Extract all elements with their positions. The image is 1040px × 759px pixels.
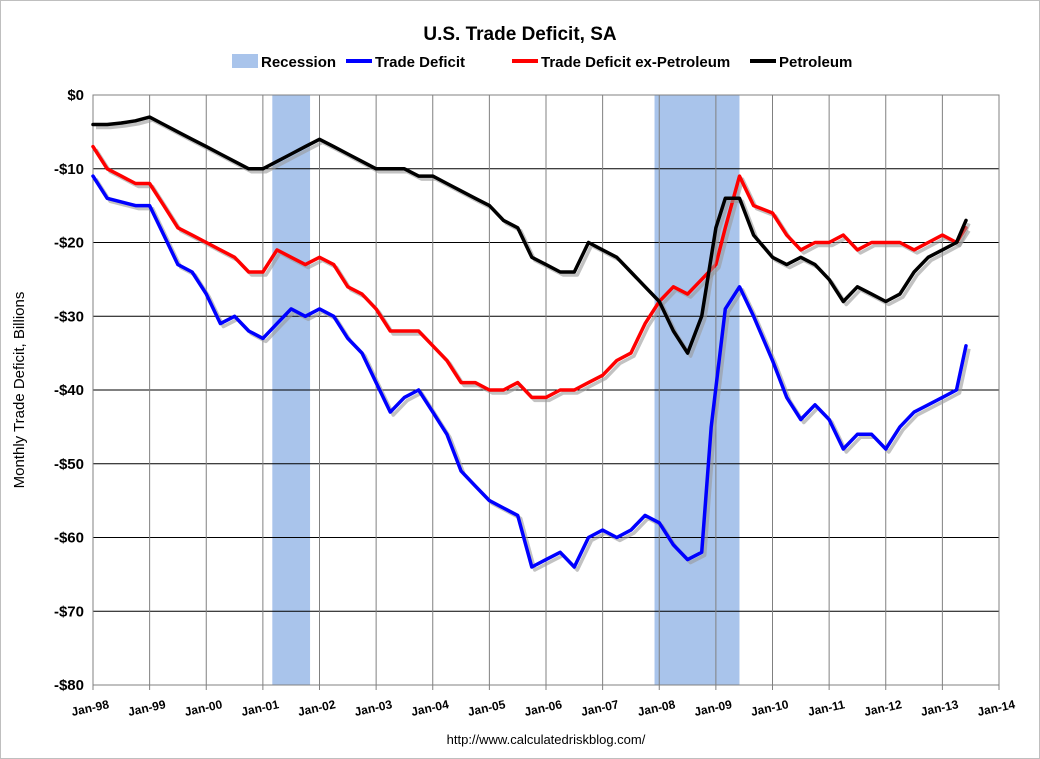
x-tick-label: Jan-04 (410, 697, 450, 719)
legend-label-recession: Recession (261, 54, 336, 71)
plot-area-border (92, 94, 1000, 686)
x-tick-label: Jan-13 (919, 697, 959, 719)
series-line-trade-deficit-ex-petroleum (91, 144, 968, 400)
source-url: http://www.calculatedriskblog.com/ (447, 732, 646, 747)
x-tick-label: Jan-01 (240, 697, 280, 719)
y-tick-label: -$10 (54, 161, 84, 178)
y-tick-label: -$30 (54, 308, 84, 325)
series-lines (91, 115, 971, 572)
x-tick-label: Jan-10 (750, 697, 790, 719)
legend-label-trade-deficit: Trade Deficit (375, 54, 465, 71)
legend-label-petroleum: Petroleum (779, 54, 852, 71)
legend: Recession Trade Deficit Trade Deficit ex-P… (232, 54, 852, 71)
x-tick-label: Jan-07 (580, 697, 620, 719)
x-tick-label: Jan-11 (807, 697, 847, 719)
x-tick-label: Jan-00 (183, 697, 223, 719)
x-tick-label: Jan-14 (976, 697, 1016, 719)
legend-label-trade-deficit-ex-petroleum: Trade Deficit ex-Petroleum (541, 54, 730, 71)
chart-title: U.S. Trade Deficit, SA (423, 24, 616, 45)
y-tick-label: -$70 (54, 603, 84, 620)
y-tick-label: -$60 (54, 530, 84, 547)
y-tick-label: -$50 (54, 456, 84, 473)
x-tick-label: Jan-98 (70, 697, 110, 719)
x-tick-label: Jan-02 (297, 697, 337, 719)
y-tick-label: -$80 (54, 677, 84, 694)
x-tick-label: Jan-08 (636, 697, 676, 719)
x-tick-label: Jan-03 (353, 697, 393, 719)
y-tick-label: $0 (67, 87, 84, 104)
gridlines (92, 94, 1000, 690)
x-tick-label: Jan-05 (466, 697, 506, 719)
series-line-trade-deficit (91, 174, 968, 569)
series-line-petroleum (91, 115, 968, 355)
x-tick-label: Jan-12 (863, 697, 903, 719)
x-axis-tick-labels: Jan-98 Jan-99 Jan-00 Jan-01 Jan-02 Jan-03 Jan-… (70, 697, 1016, 719)
x-tick-label: Jan-06 (523, 697, 563, 719)
x-tick-label: Jan-99 (127, 697, 167, 719)
y-tick-label: -$20 (54, 235, 84, 252)
legend-swatch-recession (232, 54, 258, 68)
series-shadow (94, 148, 971, 403)
y-axis-label: Monthly Trade Deficit, Billions (11, 292, 28, 489)
y-tick-label: -$40 (54, 382, 84, 399)
x-tick-label: Jan-09 (693, 697, 733, 719)
y-axis-tick-labels: $0 -$10 -$20 -$30 -$40 -$50 -$60 -$70 -$80 (54, 87, 84, 694)
